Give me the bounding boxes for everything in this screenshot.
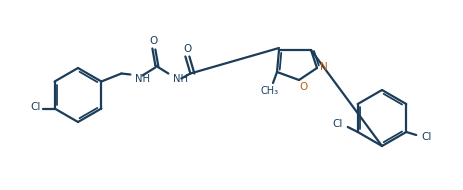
Text: NH: NH <box>135 74 150 83</box>
Text: O: O <box>183 44 192 55</box>
Text: NH: NH <box>173 74 188 85</box>
Text: Cl: Cl <box>332 119 343 129</box>
Text: CH₃: CH₃ <box>261 86 279 96</box>
Text: Cl: Cl <box>421 132 432 142</box>
Text: O: O <box>299 82 307 92</box>
Text: Cl: Cl <box>31 102 41 112</box>
Text: O: O <box>149 36 157 47</box>
Text: N: N <box>320 62 328 72</box>
